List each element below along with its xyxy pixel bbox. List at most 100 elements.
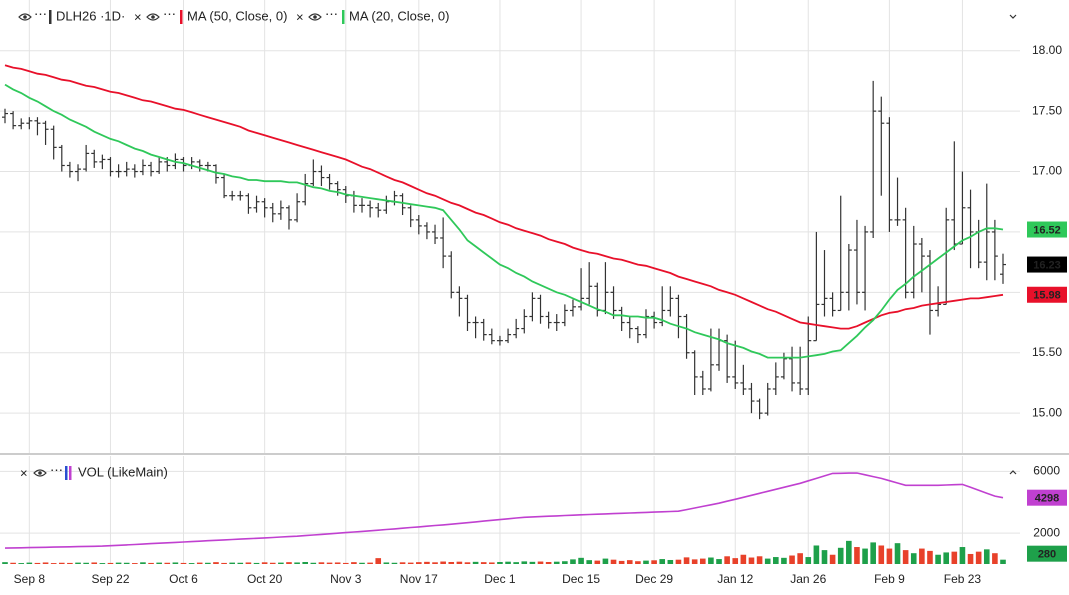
ohlc-bar <box>277 200 284 220</box>
ohlc-bar <box>853 219 860 305</box>
ohlc-bar <box>480 318 487 341</box>
value-badge-label: 280 <box>1038 549 1056 561</box>
volume-bar <box>659 559 666 564</box>
volume-bar <box>967 553 974 564</box>
volume-bar <box>626 560 633 564</box>
volume-bar <box>464 562 471 564</box>
volume-bar <box>513 562 519 564</box>
volume-bar <box>805 557 812 564</box>
volume-bar <box>107 562 114 564</box>
ohlc-bar <box>756 398 763 420</box>
ohlc-bar <box>156 157 163 174</box>
ohlc-bar <box>553 314 560 331</box>
eye-icon[interactable] <box>18 13 32 21</box>
volume-bar <box>943 552 950 564</box>
x-tick-label: Feb 23 <box>944 572 982 586</box>
ohlc-bar <box>748 382 755 414</box>
volume-bar <box>472 561 479 564</box>
volume-bar <box>58 562 65 564</box>
volume-bar <box>764 558 771 564</box>
volume-bar <box>334 562 341 564</box>
ohlc-bar <box>212 164 219 184</box>
ohlc-bar <box>131 164 138 178</box>
ohlc-bar <box>578 268 585 311</box>
ohlc-bar <box>683 314 690 359</box>
volume-bar <box>326 562 333 564</box>
volume-bar <box>229 562 235 564</box>
volume-bar <box>773 557 779 564</box>
volume-bar <box>854 547 860 564</box>
eye-icon[interactable] <box>33 469 47 477</box>
ohlc-bar <box>196 159 203 172</box>
menu-dots[interactable]: ⋯ <box>163 6 176 21</box>
volume-bar <box>894 543 901 564</box>
volume-bar <box>42 562 49 564</box>
volume-bar <box>562 561 568 564</box>
menu-dots[interactable]: ⋯ <box>325 6 338 21</box>
volume-bar <box>651 560 657 564</box>
volume-bar <box>359 562 365 564</box>
ohlc-bar <box>918 237 925 293</box>
volume-bar <box>862 548 868 564</box>
eye-icon[interactable] <box>308 13 322 21</box>
legend-swatch <box>342 10 345 24</box>
volume-bar <box>675 559 682 564</box>
volume-bar <box>1000 559 1006 564</box>
ohlc-bar <box>221 173 228 199</box>
volume-bar <box>602 558 609 564</box>
volume-bar <box>935 554 941 564</box>
eye-icon[interactable] <box>146 13 160 21</box>
volume-bar <box>310 562 317 564</box>
volume-bar <box>708 557 714 564</box>
ohlc-bar <box>537 294 544 324</box>
volume-bar <box>927 550 933 564</box>
ohlc-bar <box>505 328 512 344</box>
close-button[interactable]: × <box>20 465 28 480</box>
menu-dots[interactable]: ⋯ <box>50 462 63 477</box>
close-button[interactable]: × <box>134 9 142 24</box>
ohlc-bar <box>472 316 479 339</box>
volume-bar <box>407 562 414 564</box>
volume-bar <box>748 557 755 564</box>
volume-bar <box>724 556 730 564</box>
ohlc-bar <box>26 117 33 130</box>
ohlc-bar <box>894 177 901 226</box>
ohlc-bar <box>359 198 366 213</box>
ohlc-bar <box>261 198 268 218</box>
ohlc-bar <box>245 193 252 214</box>
volume-bar <box>667 559 674 564</box>
volume-bar <box>18 563 25 564</box>
volume-bar <box>278 562 284 564</box>
value-badge <box>1027 286 1067 303</box>
volume-bar <box>34 562 41 564</box>
ohlc-bar <box>772 362 779 396</box>
x-tick-label: Jan 12 <box>717 572 753 586</box>
legend-swatch <box>49 10 52 24</box>
volume-bar <box>416 562 422 564</box>
volume-bar <box>302 561 309 564</box>
collapse-button[interactable] <box>1009 470 1017 475</box>
volume-bar <box>902 550 909 564</box>
value-badge <box>1027 489 1067 506</box>
volume-bar <box>213 562 219 564</box>
value-badge <box>1027 221 1067 238</box>
ohlc-bar <box>375 202 382 218</box>
ohlc-bar <box>561 304 568 327</box>
volume-bar <box>910 553 917 564</box>
value-badge <box>1027 256 1067 273</box>
close-button[interactable]: × <box>296 9 304 24</box>
volume-bar <box>570 559 576 564</box>
ohlc-bar <box>66 161 73 178</box>
ohlc-bar <box>2 108 8 124</box>
ohlc-bar <box>440 217 447 269</box>
eye-icon <box>313 15 317 19</box>
collapse-button[interactable] <box>1009 14 1017 19</box>
volume-bar <box>594 560 601 564</box>
volume-bar <box>440 561 446 564</box>
volume-bar <box>529 561 536 564</box>
menu-dots[interactable]: ⋯ <box>34 6 47 21</box>
volume-bar <box>196 562 203 564</box>
ohlc-bar <box>845 244 852 311</box>
volume-bar <box>67 562 73 564</box>
ohlc-bar <box>910 225 917 299</box>
